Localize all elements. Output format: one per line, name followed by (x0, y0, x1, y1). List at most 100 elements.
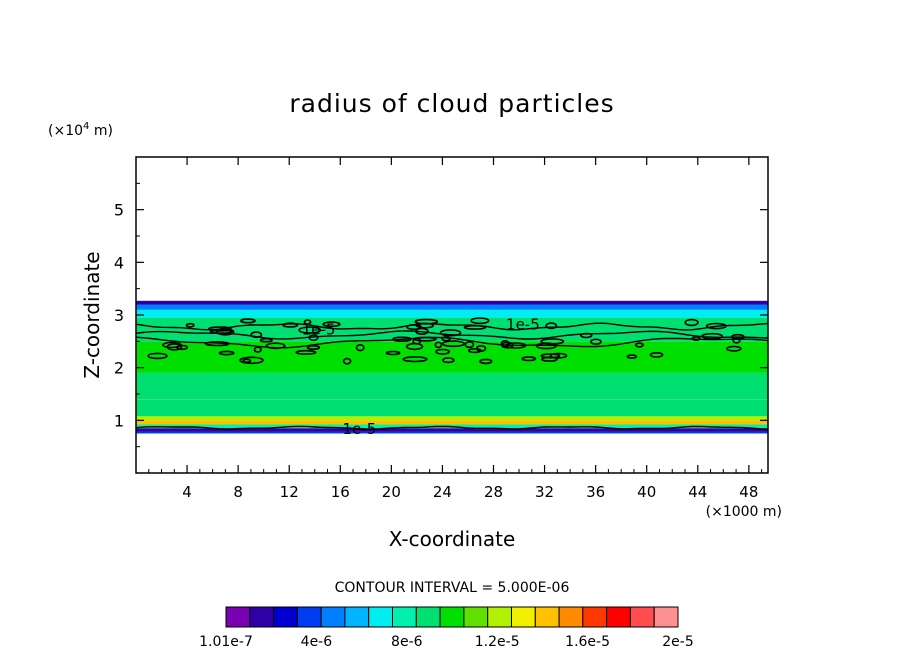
contour-cell (239, 356, 264, 365)
contour-cell (634, 342, 645, 348)
x-tick-label: 4 (182, 483, 192, 501)
colorbar-tick-label: 8e-6 (391, 634, 423, 650)
colorbar-swatch (463, 606, 489, 628)
colorbar-swatch (439, 606, 465, 628)
y-tick-label: 1 (114, 411, 124, 430)
contour-cell (580, 332, 593, 339)
contour-cell (303, 319, 312, 325)
contour-cell (282, 322, 299, 328)
colorbar-swatch (653, 606, 679, 628)
field-band (136, 372, 768, 400)
contour-cell (166, 343, 183, 351)
contour-cell (253, 346, 262, 353)
contour-cell (626, 354, 638, 359)
colorbar-swatch (582, 606, 608, 628)
contour-cell (441, 357, 455, 364)
contour-line (136, 425, 768, 430)
y-tick-label: 3 (114, 306, 124, 325)
contour-interval-label: CONTOUR INTERVAL = 5.000E-06 (335, 580, 570, 596)
field-band (136, 304, 768, 310)
contour-cell (218, 350, 235, 356)
colorbar-swatch (344, 606, 370, 628)
contour-cell (385, 350, 401, 356)
contour-cell (691, 335, 701, 341)
contour-cell (434, 341, 443, 349)
contour-cell (259, 337, 273, 343)
contour-cell (521, 356, 537, 362)
field-band (136, 399, 768, 417)
contour-line (136, 336, 768, 349)
colorbar: 1.01e-7 4e-6 8e-6 1.2e-5 1.6e-5 2e-5 (199, 606, 694, 650)
contour-cell (435, 348, 450, 355)
colorbar-swatch (606, 606, 631, 628)
field-band (136, 300, 768, 305)
x-tick-label: 48 (739, 483, 758, 501)
contour-cell (295, 349, 317, 355)
contour-cell (250, 331, 263, 339)
contour-value-label: 1e-5 (506, 316, 540, 334)
colorbar-swatch (558, 606, 584, 628)
colorbar-tick-label: 1.2e-5 (475, 634, 520, 650)
contour-fill-layer (136, 300, 768, 434)
y-axis-unit: (×104 m) (48, 121, 113, 139)
contour-cell (464, 341, 475, 349)
y-unit-exponent: 4 (83, 121, 89, 132)
contour-cell (298, 326, 322, 334)
contour-cell (701, 332, 724, 340)
contour-cell (185, 322, 195, 328)
contour-cell (242, 358, 252, 364)
x-axis-unit: (×1000 m) (706, 504, 782, 520)
contour-line (136, 330, 768, 340)
contour-cell (684, 318, 699, 327)
field-band (136, 420, 768, 425)
colorbar-swatch (296, 606, 322, 628)
contour-cell (355, 344, 365, 352)
x-tick-label: 32 (535, 483, 554, 501)
contour-cell (204, 341, 230, 347)
contour-cell (240, 318, 256, 324)
contour-cell (176, 344, 188, 351)
x-tick-label: 16 (331, 483, 350, 501)
contour-line (136, 322, 768, 331)
contour-cell (726, 345, 742, 352)
field-band (136, 309, 768, 318)
x-tick-label: 12 (280, 483, 299, 501)
colorbar-swatch (249, 606, 275, 628)
x-axis-ticks: 4 8 12 16 20 24 28 32 36 40 44 48 (148, 157, 763, 501)
contour-cell (322, 321, 341, 328)
contour-cell (402, 356, 428, 363)
contour-cell (467, 348, 482, 354)
field-band (136, 428, 768, 432)
x-tick-label: 40 (637, 483, 656, 501)
x-axis-label: X-coordinate (389, 527, 516, 551)
contour-cell (439, 329, 462, 337)
contour-cell (441, 340, 466, 348)
x-tick-label: 24 (433, 483, 452, 501)
x-tick-label: 8 (233, 483, 243, 501)
contour-value-label: 1e-5 (302, 321, 336, 339)
y-tick-label: 2 (114, 359, 124, 378)
contour-cell (549, 352, 568, 359)
colorbar-swatch (368, 606, 394, 628)
contour-cell (412, 336, 437, 342)
field-band (136, 416, 768, 421)
colorbar-swatch (225, 606, 251, 628)
y-tick-label: 5 (114, 201, 124, 220)
colorbar-swatch (629, 606, 655, 628)
contour-label-layer: 1e-5 1e-5 1e-5 (302, 316, 540, 438)
y-axis-label: Z-coordinate (80, 251, 104, 378)
contour-cell (414, 318, 439, 325)
x-tick-label: 44 (688, 483, 707, 501)
y-tick-label: 4 (114, 253, 124, 272)
colorbar-tick-label: 1.01e-7 (199, 634, 253, 650)
contour-cell (500, 339, 510, 348)
contour-cell (535, 342, 557, 350)
colorbar-swatch (415, 606, 441, 628)
chart-title: radius of cloud particles (289, 89, 614, 118)
contour-cell (705, 322, 727, 330)
x-tick-label: 20 (382, 483, 401, 501)
colorbar-tick-label: 1.6e-5 (565, 634, 610, 650)
contour-cell (545, 322, 558, 330)
field-band (136, 431, 768, 434)
contour-cell (590, 338, 602, 345)
